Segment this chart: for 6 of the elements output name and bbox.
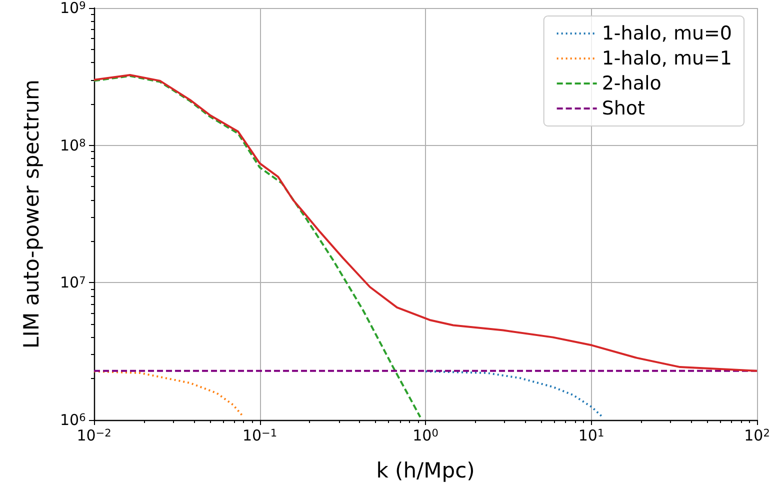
y-axis-title: LIM auto-power spectrum: [20, 80, 44, 348]
x-axis-title: k (h/Mpc): [376, 458, 475, 482]
legend-label: Shot: [602, 98, 646, 120]
legend-label: 2-halo: [602, 72, 662, 94]
legend-label: 1-halo, mu=1: [602, 48, 732, 70]
legend-label: 1-halo, mu=0: [602, 22, 732, 44]
